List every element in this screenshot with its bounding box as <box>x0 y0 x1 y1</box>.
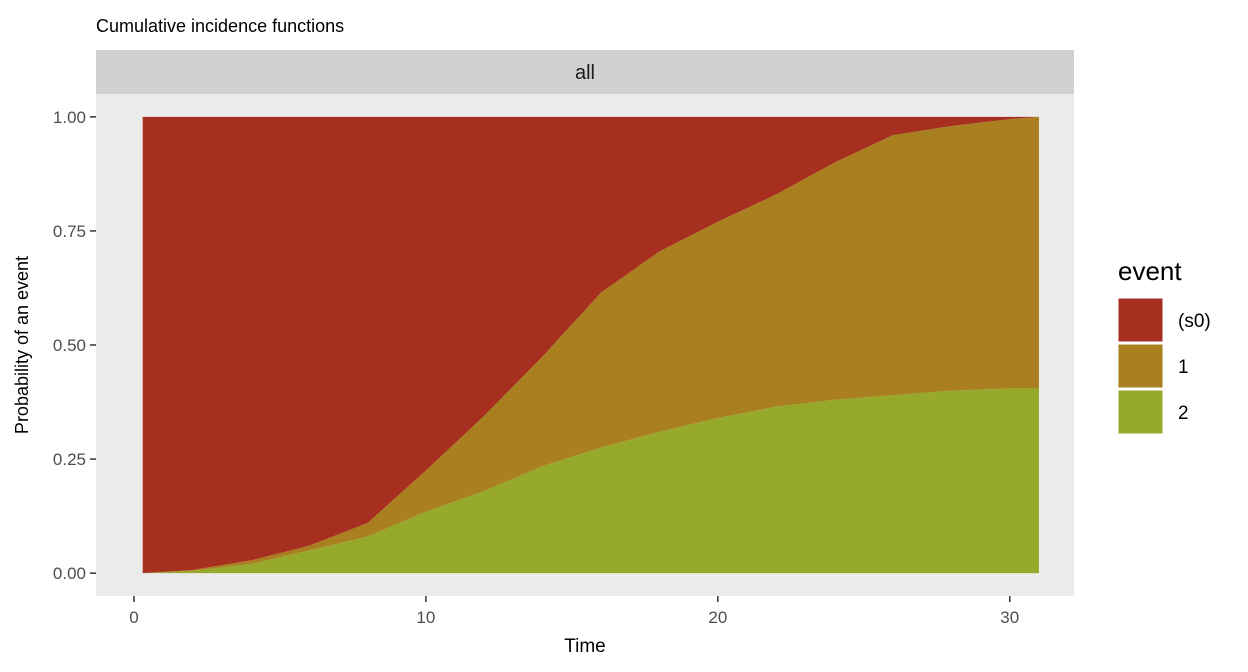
facet-strip <box>96 50 1074 94</box>
y-tick-label: 1.00 <box>53 108 86 127</box>
legend-label: 1 <box>1178 357 1189 378</box>
legend-key <box>1117 297 1164 343</box>
legend-label: 2 <box>1178 403 1189 424</box>
facet-strip-label: all <box>575 62 595 84</box>
y-tick-label: 0.50 <box>53 336 86 355</box>
chart-title: Cumulative incidence functions <box>96 16 344 36</box>
x-tick-label: 0 <box>129 608 138 627</box>
y-tick-label: 0.00 <box>53 564 86 583</box>
x-tick-label: 30 <box>1000 608 1019 627</box>
legend-key <box>1117 343 1164 389</box>
y-axis-label: Probability of an event <box>12 256 32 434</box>
area-series-2 <box>142 116 1039 574</box>
legend-key <box>1117 389 1164 435</box>
x-axis: 0 10 20 30 <box>129 596 1019 627</box>
x-tick-label: 20 <box>708 608 727 627</box>
area-series-3 <box>142 116 1039 574</box>
y-tick-label: 0.75 <box>53 222 86 241</box>
area-layer <box>142 116 1039 574</box>
x-axis-label: Time <box>564 636 606 657</box>
legend-title: event <box>1118 256 1182 286</box>
legend-label: (s0) <box>1178 311 1211 332</box>
y-tick-label: 0.25 <box>53 450 86 469</box>
legend: event (s0) 1 2 <box>1117 256 1211 435</box>
x-tick-label: 10 <box>416 608 435 627</box>
area-series-1 <box>142 388 1039 574</box>
y-axis: 0.00 0.25 0.50 0.75 1.00 <box>53 108 96 583</box>
